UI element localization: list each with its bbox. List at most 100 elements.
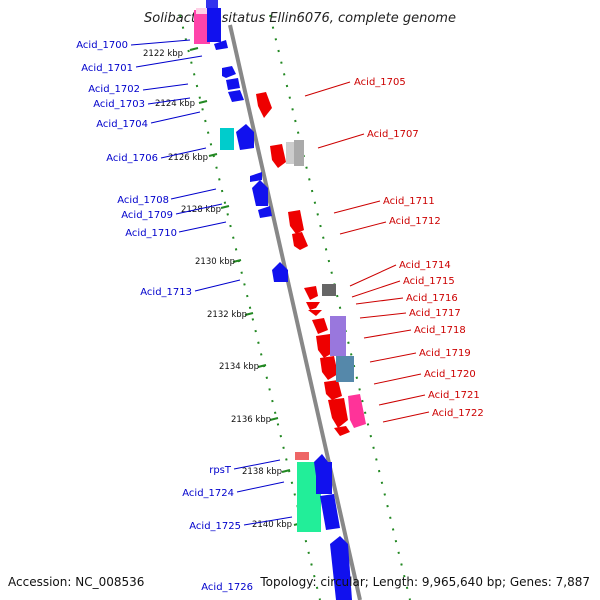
kbp-labels: 2122 kbp 2124 kbp 2126 kbp 2128 kbp 2130… — [143, 49, 292, 530]
gene-label[interactable]: Acid_1708 — [117, 195, 169, 206]
gene-arrow[interactable] — [320, 494, 340, 530]
gene-label[interactable]: Acid_1711 — [383, 196, 435, 207]
gene-arrow[interactable] — [206, 0, 218, 10]
leader-line — [351, 280, 401, 298]
leader-line — [373, 373, 422, 385]
gene-label[interactable]: Acid_1707 — [367, 129, 419, 140]
tick-2136 — [269, 417, 279, 421]
kbp-label: 2140 kbp — [252, 520, 292, 530]
track-boundaries — [179, 14, 411, 600]
gene-arrow[interactable] — [270, 144, 286, 168]
gene-block[interactable] — [336, 356, 354, 382]
gene-block[interactable] — [220, 128, 234, 150]
gene-arrow[interactable] — [304, 286, 318, 300]
tick-2134 — [257, 364, 267, 368]
kbp-tick-marks — [189, 47, 303, 526]
gene-label[interactable]: Acid_1709 — [121, 210, 173, 221]
gene-arrow[interactable] — [258, 206, 272, 218]
gene-label[interactable]: Acid_1725 — [189, 521, 241, 532]
gene-label[interactable]: Acid_1719 — [419, 348, 471, 359]
kbp-label: 2134 kbp — [219, 362, 259, 372]
gene-arrow[interactable] — [228, 90, 244, 102]
genome-backbone — [228, 24, 362, 600]
tick-2124 — [198, 100, 208, 104]
gene-block[interactable] — [330, 316, 346, 356]
gene-block[interactable] — [322, 284, 336, 296]
gene-arrow[interactable] — [292, 232, 308, 250]
tick-2138 — [281, 469, 291, 473]
gene-label[interactable]: Acid_1726 — [201, 582, 253, 593]
gene-block[interactable] — [194, 10, 210, 44]
gene-label[interactable]: Acid_1705 — [354, 77, 406, 88]
kbp-label: 2126 kbp — [168, 153, 208, 163]
gene-arrow[interactable] — [320, 356, 338, 380]
gene-label[interactable]: Acid_1716 — [406, 293, 458, 304]
forward-label-texts: Acid_1700 Acid_1701 Acid_1702 Acid_1703 … — [76, 40, 253, 593]
gene-arrow[interactable] — [250, 172, 262, 182]
gene-arrow[interactable] — [207, 8, 221, 42]
gene-label[interactable]: Acid_1724 — [182, 488, 234, 499]
gene-arrow[interactable] — [330, 536, 352, 600]
gene-arrow[interactable] — [214, 40, 228, 50]
gene-label[interactable]: Acid_1713 — [140, 287, 192, 298]
gene-arrow[interactable] — [312, 318, 328, 334]
tick-2130 — [232, 259, 242, 263]
gene-label[interactable]: Acid_1704 — [96, 119, 148, 130]
forward-labels — [130, 39, 293, 526]
gene-label[interactable]: Acid_1717 — [409, 308, 461, 319]
forward-genes — [194, 0, 352, 600]
kbp-label: 2138 kbp — [242, 467, 282, 477]
leader-line — [170, 188, 217, 200]
gene-label[interactable]: Acid_1710 — [125, 228, 177, 239]
leader-line — [236, 481, 285, 493]
gene-arrow[interactable] — [316, 334, 334, 358]
gene-label[interactable]: Acid_1718 — [414, 325, 466, 336]
gene-arrow[interactable] — [252, 180, 268, 206]
gene-arrow[interactable] — [226, 78, 240, 90]
leader-line — [355, 297, 404, 305]
kbp-label: 2136 kbp — [231, 415, 271, 425]
gene-block[interactable] — [295, 452, 309, 460]
tick-2122 — [189, 47, 199, 51]
gene-label[interactable]: rpsT — [209, 465, 232, 476]
leader-line — [130, 39, 191, 46]
gene-arrow[interactable] — [324, 380, 342, 400]
inner-right-boundary — [269, 14, 411, 600]
leader-line — [304, 81, 351, 97]
tick-2132 — [244, 312, 254, 316]
gene-label[interactable]: Acid_1700 — [76, 40, 128, 51]
gene-label[interactable]: Acid_1714 — [399, 260, 451, 271]
gene-label[interactable]: Acid_1715 — [403, 276, 455, 287]
leader-line — [142, 83, 189, 91]
kbp-label: 2124 kbp — [155, 99, 195, 109]
leader-line — [317, 133, 365, 149]
leader-line — [349, 264, 397, 287]
gene-arrow[interactable] — [288, 210, 304, 234]
gene-label[interactable]: Acid_1720 — [424, 369, 476, 380]
gene-label[interactable]: Acid_1722 — [432, 408, 484, 419]
gene-arrow[interactable] — [256, 92, 272, 118]
gene-block[interactable] — [348, 394, 366, 428]
leader-line — [160, 147, 207, 159]
gene-block[interactable] — [286, 142, 294, 164]
gene-arrow[interactable] — [328, 398, 348, 428]
gene-label[interactable]: Acid_1712 — [389, 216, 441, 227]
gene-arrow[interactable] — [316, 462, 332, 494]
gene-arrow[interactable] — [306, 302, 320, 310]
gene-arrow[interactable] — [334, 426, 350, 436]
gene-arrow[interactable] — [222, 66, 236, 78]
gene-arrow[interactable] — [272, 262, 288, 282]
kbp-label: 2122 kbp — [143, 49, 183, 59]
gene-block[interactable] — [294, 140, 304, 166]
reverse-label-texts: Acid_1705 Acid_1707 Acid_1711 Acid_1712 … — [354, 77, 484, 419]
gene-label[interactable]: Acid_1706 — [106, 153, 158, 164]
gene-label[interactable]: Acid_1703 — [93, 99, 145, 110]
gene-label[interactable]: Acid_1721 — [428, 390, 480, 401]
gene-block[interactable] — [196, 8, 214, 14]
leader-line — [178, 221, 227, 233]
gene-label[interactable]: Acid_1701 — [81, 63, 133, 74]
gene-arrow[interactable] — [236, 124, 254, 150]
gene-arrow[interactable] — [308, 310, 322, 316]
gene-label[interactable]: Acid_1702 — [88, 84, 140, 95]
